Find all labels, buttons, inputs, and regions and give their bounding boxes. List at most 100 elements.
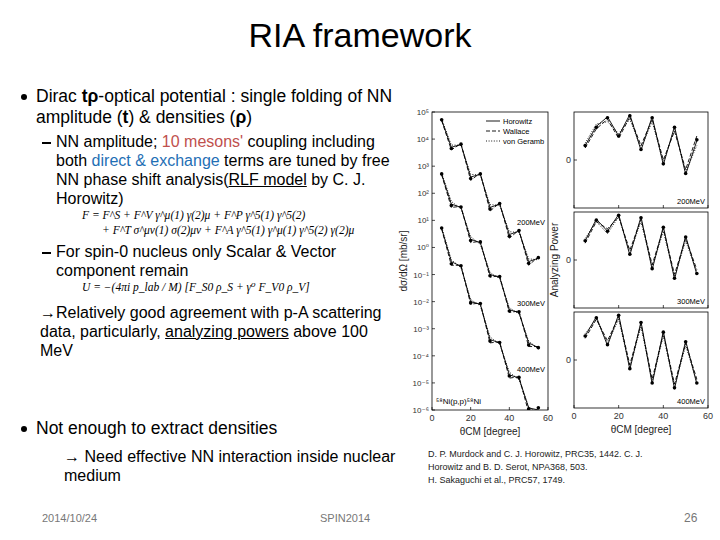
legend-line [486,141,500,142]
curve [442,227,539,410]
y-tick-label: 10⁻⁶ [413,406,429,415]
plot-frame [574,312,708,408]
data-point [469,239,473,243]
data-point [617,214,621,218]
y-tick [432,328,435,329]
x-tick [663,405,664,408]
data-point [583,144,587,148]
reference-line: D. P. Murdock and C. J. Horowitz, PRC35,… [428,448,714,461]
curve [442,229,539,410]
panel-title: 200MeV [677,197,705,206]
curve [585,214,697,279]
data-point [459,142,463,146]
data-point [639,148,643,152]
data-point [537,346,541,350]
data-point [684,340,688,344]
data-point [628,252,632,256]
chart: 02040600θCM [degree]400MeV [566,312,713,435]
data-point [450,147,454,151]
data-point [440,226,444,230]
bullet-block: Dirac tρ-optical potential : single fold… [18,86,403,360]
y-tick-label: 10⁻⁵ [413,379,429,388]
data-point [595,218,599,222]
x-tick-label: 60 [543,413,553,423]
text-segment: → Need effective NN interaction inside n… [64,448,395,484]
footer-event: SPIN2014 [320,512,370,524]
x-tick [574,305,575,308]
sub-bullet-dash [42,142,51,144]
data-point [498,341,502,345]
text-segment: ) & densities ( [128,107,235,127]
data-point [517,376,521,380]
x-tick [574,205,575,208]
text-segment: direct & exchange [92,152,220,169]
text-segment: Not enough to extract densities [36,418,277,438]
curve [585,317,697,384]
data-point [537,406,541,410]
x-tick [663,205,664,208]
text-segment: analyzing powers [165,323,289,340]
data-point [595,126,599,130]
y-tick-label: 10⁰ [417,243,429,252]
data-point [459,205,463,209]
data-point [650,381,654,385]
y-tick [432,220,435,221]
text-segment: For spin-0 nucleus only Scalar & Vector … [56,243,336,279]
bullet: Not enough to extract densities [18,418,403,439]
page-number: 26 [684,511,697,525]
x-tick [509,407,510,410]
data-point [639,216,643,220]
y-tick [574,360,577,361]
references: D. P. Murdock and C. J. Horowitz, PRC35,… [428,448,714,487]
curve [585,119,697,172]
conclusion: → Need effective NN interaction inside n… [64,447,403,485]
data-point [537,256,541,260]
data-point [527,343,531,347]
y-tick-label: 0 [566,255,571,265]
y-tick-label: 10⁻¹ [413,271,429,280]
x-tick [708,405,709,408]
data-point [479,172,483,176]
y-tick [432,139,435,140]
data-point [498,275,502,279]
energy-label: 200MeV [517,218,545,227]
y-tick [432,193,435,194]
equation: F = F^S + F^V γ^μ(1) γ(2)μ + F^P γ^5(1) … [82,208,403,223]
curve [585,314,697,388]
curve [585,319,697,386]
y-tick [432,382,435,383]
data-point [617,134,621,138]
y-tick [432,274,435,275]
x-tick [708,305,709,308]
data-point [650,116,654,120]
data-point [498,202,502,206]
y-tick [574,260,577,261]
chart: 020406010⁵10⁴10³10²10¹10⁰10⁻¹10⁻²10⁻³10⁻… [398,108,553,437]
data-point [440,172,444,176]
data-point [450,204,454,208]
data-point [650,267,654,271]
energy-label: 400MeV [517,365,545,374]
y-tick-label: 10⁻⁴ [412,352,429,361]
y-tick [432,301,435,302]
plot-frame [574,112,708,208]
data-point [469,177,473,181]
data-point [684,172,688,176]
y-tick-label: 10¹ [417,216,429,225]
curve [442,229,539,410]
x-tick [618,305,619,308]
equation: U = −(4πi p_lab / M) [F_S0 ρ_S + γ⁰ F_V0… [82,280,403,295]
data-point [508,234,512,238]
data-point [684,235,688,239]
data-point [479,302,483,306]
data-point [673,126,677,130]
reference-line: H. Sakaguchi et al., PRC57, 1749. [428,474,714,487]
plot-frame [432,112,548,410]
y-axis-label: Analyzing Power [549,222,560,297]
bullet: Dirac tρ-optical potential : single fold… [18,86,403,128]
data-point [662,162,666,166]
y-tick-label: 10⁻² [413,298,429,307]
data-point [450,262,454,266]
reference-line: Horowitz and B. D. Serot, NPA368, 503. [428,461,714,474]
data-point [488,274,492,278]
